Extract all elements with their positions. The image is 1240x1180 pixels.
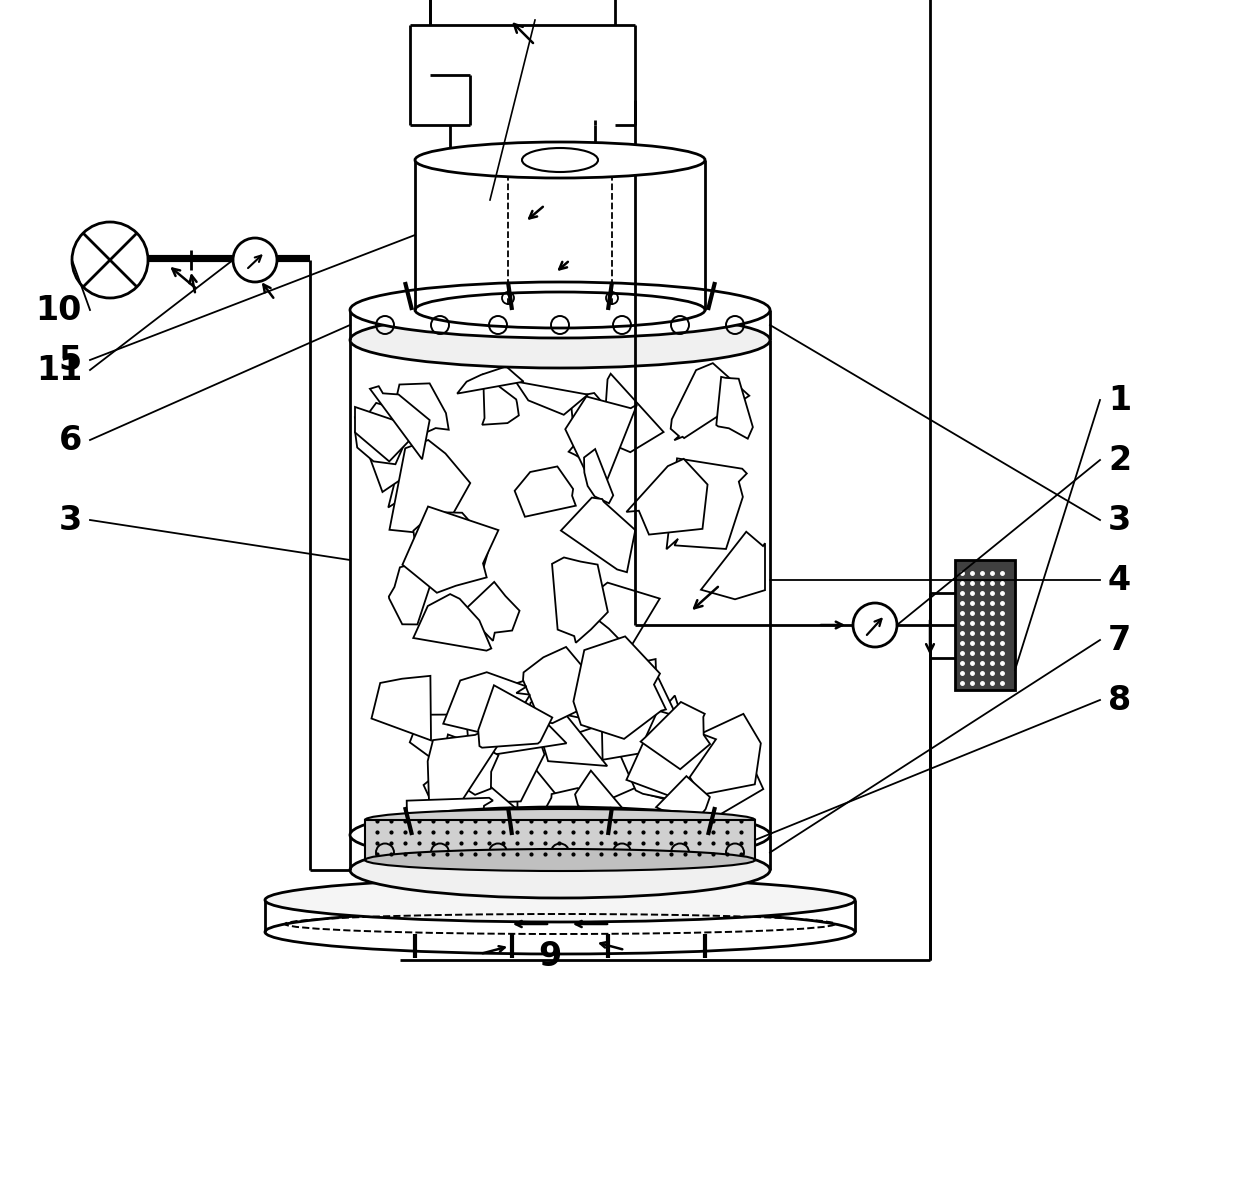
Text: 1: 1 [1109, 384, 1131, 417]
Polygon shape [355, 409, 429, 492]
Polygon shape [671, 363, 749, 440]
Polygon shape [370, 386, 429, 459]
Polygon shape [407, 798, 492, 863]
Polygon shape [464, 582, 520, 641]
Bar [955, 560, 1016, 690]
Text: 9: 9 [538, 940, 562, 973]
Polygon shape [438, 536, 489, 573]
Text: 2: 2 [1109, 444, 1131, 477]
Polygon shape [403, 506, 498, 592]
Ellipse shape [350, 282, 770, 337]
Polygon shape [573, 636, 666, 739]
Polygon shape [413, 594, 491, 650]
Polygon shape [428, 727, 497, 814]
Ellipse shape [350, 807, 770, 863]
Text: 10: 10 [36, 294, 82, 327]
Polygon shape [458, 367, 523, 394]
Polygon shape [584, 450, 614, 504]
Text: 3: 3 [1109, 504, 1131, 537]
Polygon shape [575, 771, 625, 822]
Polygon shape [523, 647, 593, 723]
Polygon shape [389, 384, 449, 438]
Polygon shape [667, 458, 746, 549]
Polygon shape [372, 676, 432, 740]
Polygon shape [717, 376, 753, 439]
Polygon shape [506, 380, 588, 415]
Polygon shape [424, 748, 516, 838]
Polygon shape [522, 707, 598, 746]
Polygon shape [588, 784, 667, 858]
Ellipse shape [415, 142, 706, 178]
Polygon shape [388, 454, 436, 507]
Text: 11: 11 [36, 354, 82, 387]
Ellipse shape [350, 843, 770, 898]
Polygon shape [389, 440, 470, 535]
Ellipse shape [350, 312, 770, 368]
Polygon shape [482, 374, 518, 425]
Text: 3: 3 [58, 504, 82, 537]
Polygon shape [517, 768, 564, 838]
Polygon shape [701, 532, 765, 599]
Polygon shape [413, 512, 474, 565]
Polygon shape [527, 690, 608, 766]
Polygon shape [604, 374, 663, 452]
Bar [365, 820, 755, 860]
Polygon shape [673, 714, 761, 795]
Ellipse shape [522, 148, 598, 172]
Polygon shape [552, 557, 608, 643]
Ellipse shape [265, 878, 856, 922]
Text: 4: 4 [1109, 564, 1131, 597]
Polygon shape [626, 459, 708, 535]
Polygon shape [621, 695, 696, 799]
Polygon shape [682, 726, 764, 828]
Text: 5: 5 [58, 343, 82, 376]
Polygon shape [355, 402, 410, 464]
Text: 7: 7 [1109, 623, 1131, 656]
Polygon shape [547, 788, 601, 835]
Polygon shape [565, 396, 637, 500]
Polygon shape [569, 393, 632, 460]
Polygon shape [389, 559, 439, 624]
Polygon shape [467, 710, 544, 802]
Ellipse shape [365, 848, 755, 871]
Polygon shape [479, 686, 552, 748]
Polygon shape [641, 702, 711, 769]
Polygon shape [355, 407, 415, 461]
Polygon shape [515, 466, 575, 517]
Polygon shape [443, 673, 529, 738]
Polygon shape [487, 707, 567, 755]
Ellipse shape [365, 809, 755, 831]
Polygon shape [600, 660, 684, 760]
Polygon shape [626, 710, 715, 798]
Polygon shape [591, 583, 660, 649]
Polygon shape [409, 715, 495, 792]
Ellipse shape [265, 910, 856, 953]
Polygon shape [440, 734, 498, 795]
Polygon shape [510, 670, 556, 716]
Text: 8: 8 [1109, 683, 1131, 716]
Polygon shape [656, 776, 709, 822]
Polygon shape [560, 498, 635, 572]
Text: 6: 6 [58, 424, 82, 457]
